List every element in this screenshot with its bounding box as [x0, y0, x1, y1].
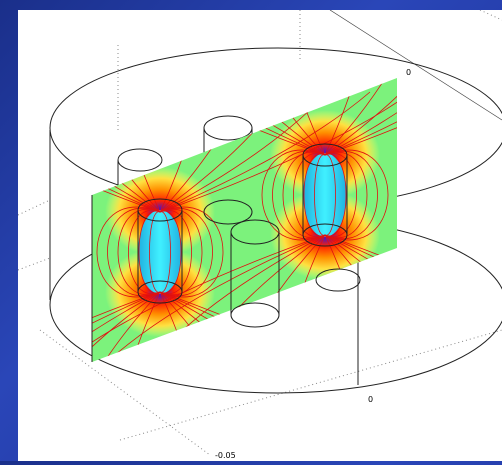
field-line	[324, 78, 397, 156]
field-line	[324, 78, 397, 156]
field-line	[92, 91, 161, 213]
field-line	[92, 291, 161, 362]
axis-tick: 0	[368, 395, 373, 404]
field-line	[324, 234, 397, 356]
bounding-box	[17, 9, 502, 456]
field-line	[324, 234, 397, 356]
field-line	[114, 234, 326, 356]
field-line	[92, 91, 161, 213]
field-line	[324, 78, 397, 156]
field-line	[324, 78, 397, 156]
front-cylinders	[91, 143, 361, 362]
field-line	[324, 234, 397, 356]
field-line	[128, 209, 161, 295]
field-line	[159, 209, 203, 295]
field-line	[159, 91, 371, 213]
field-line	[324, 78, 397, 156]
field-line	[92, 291, 161, 362]
field-line	[92, 291, 161, 362]
field-line	[159, 91, 397, 213]
field-line	[159, 207, 213, 297]
axis-tick: -0.05	[215, 451, 236, 460]
plot-window: 0 0 -0.05	[17, 9, 502, 461]
field-line	[324, 152, 357, 238]
field-line	[107, 207, 161, 297]
field-line	[92, 291, 161, 362]
field-line	[324, 150, 378, 240]
field-line	[159, 209, 192, 295]
field-line	[92, 91, 161, 213]
field-line	[324, 234, 397, 356]
axis-tick: 0	[406, 68, 411, 77]
field-line	[159, 211, 171, 293]
field-line	[117, 209, 161, 295]
field-line	[149, 211, 161, 293]
field-line	[324, 154, 336, 236]
field-line	[293, 152, 326, 238]
field-line	[314, 154, 326, 236]
field-line	[92, 291, 161, 362]
field-line	[92, 234, 326, 356]
field-plot: 0 0 -0.05	[17, 9, 502, 460]
field-line	[92, 91, 161, 213]
field-line	[282, 152, 326, 238]
axis-line	[329, 9, 502, 121]
field-line	[324, 152, 368, 238]
field-line	[272, 150, 326, 240]
